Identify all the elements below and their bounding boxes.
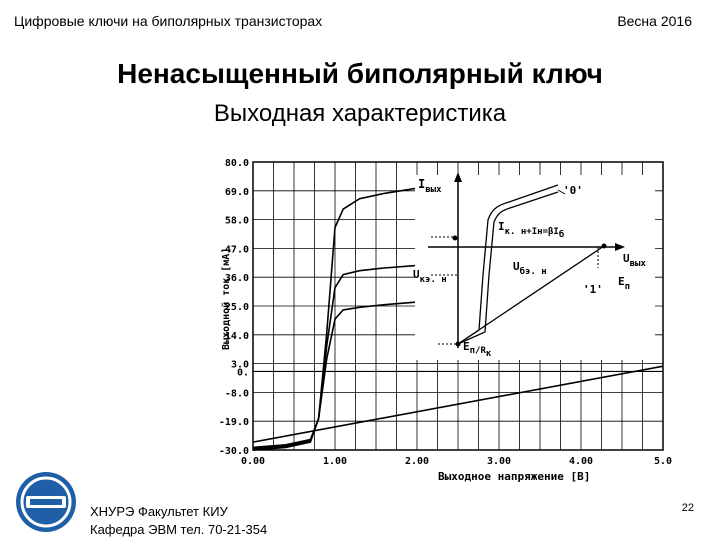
- university-logo-icon: [16, 472, 76, 532]
- course-title: Цифровые ключи на биполярных транзистора…: [14, 13, 323, 29]
- x-tick-label: 0.00: [241, 456, 265, 467]
- series-line-2: [252, 264, 418, 450]
- inset-curve-a: [457, 184, 559, 345]
- inset-load-line: [457, 245, 605, 345]
- y-tick-label: -8.0: [225, 388, 249, 399]
- page-number: 22: [681, 502, 694, 514]
- y-tick-label: -30.0: [219, 446, 249, 457]
- y-tick-label: 69.0: [225, 187, 249, 198]
- series-line-1: [252, 187, 418, 449]
- inset-y-arrow: [454, 172, 462, 182]
- inset-iout-label: Iвых: [418, 177, 442, 195]
- y-tick-label: 14.0: [225, 331, 249, 342]
- y-tick-label: 3.0: [231, 360, 249, 371]
- y-tick-label: 0.: [237, 367, 249, 378]
- x-tick-label: 3.00: [487, 456, 511, 467]
- inset-curve-b: [457, 191, 559, 345]
- semester-label: Весна 2016: [617, 13, 692, 29]
- x-tick-label: 5.0: [654, 456, 672, 467]
- inset-ep-rk-label: Eп/Rк: [463, 340, 492, 359]
- inset-point-0: [452, 235, 458, 241]
- x-tick-label: 1.00: [323, 456, 347, 467]
- series-line-4: [252, 365, 664, 443]
- inset-ubesat-label: Uбэ. н: [513, 260, 547, 277]
- y-tick-label: 25.0: [225, 302, 249, 313]
- inset-x-arrow: [615, 243, 625, 251]
- y-tick-label: -19.0: [219, 417, 249, 428]
- output-characteristic-chart: 80.0 69.0 58.0 47.0 36.0 25.0 14.0 3.00. -8.0 -19…: [219, 158, 672, 483]
- y-tick-label: 36.0: [225, 273, 249, 284]
- x-tick-label: 2.00: [405, 456, 429, 467]
- x-axis-label: Выходное напряжение [В]: [438, 470, 590, 483]
- inset-ikn-equation: Iк. н+Iн=βIб: [498, 220, 564, 240]
- y-tick-label: 58.0: [225, 216, 249, 227]
- footer-department: Кафедра ЭВМ тел. 70-21-354: [90, 522, 268, 537]
- slide-title: Ненасыщенный биполярный ключ: [117, 58, 603, 89]
- inset-state1-label: '1': [583, 283, 603, 296]
- inset-uout-label: Uвых: [623, 252, 646, 269]
- slide-subtitle: Выходная характеристика: [213, 100, 507, 127]
- footer-faculty: ХНУРЭ Факультет КИУ: [90, 504, 228, 519]
- x-tick-label: 4.00: [569, 456, 593, 467]
- inset-state0-label: '0': [563, 184, 583, 197]
- inset-ukesat-label: Uкэ. н: [413, 268, 447, 285]
- y-tick-label: 80.0: [225, 158, 249, 169]
- y-tick-label: 47.0: [225, 244, 249, 255]
- series-line-3: [252, 301, 418, 451]
- inset-ep-label: Eп: [618, 275, 630, 292]
- y-axis-label: Выходной ток [мА]: [220, 248, 232, 350]
- switch-inset-diagram: Iвых Uвых Uкэ. н Uбэ. н Iк. н+Iн=βIб Eп …: [413, 172, 655, 360]
